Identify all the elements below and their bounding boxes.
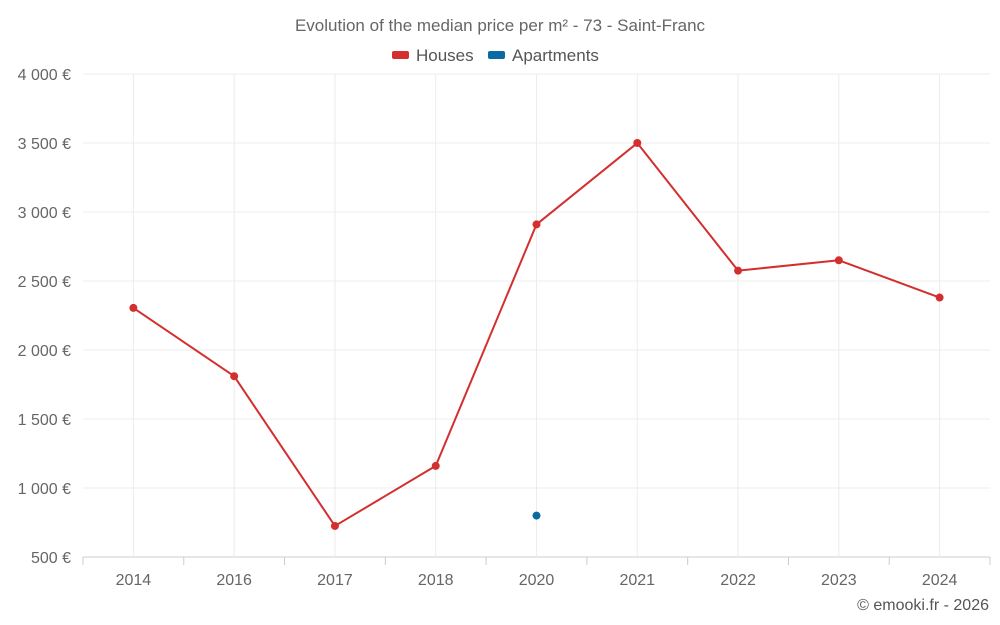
x-tick-label: 2022 xyxy=(720,572,756,589)
data-point-houses[interactable] xyxy=(734,266,743,275)
series-apartments xyxy=(532,511,541,520)
y-tick-label: 1 500 € xyxy=(18,412,71,429)
x-tick-label: 2016 xyxy=(216,572,252,589)
data-point-apartments[interactable] xyxy=(532,511,541,520)
data-point-houses[interactable] xyxy=(230,372,239,381)
y-tick-label: 4 000 € xyxy=(18,67,71,84)
legend-label-houses: Houses xyxy=(416,46,474,65)
y-tick-label: 3 500 € xyxy=(18,136,71,153)
x-tick-label: 2021 xyxy=(619,572,655,589)
x-tick-label: 2017 xyxy=(317,572,353,589)
x-tick-label: 2020 xyxy=(519,572,555,589)
y-tick-label: 1 000 € xyxy=(18,481,71,498)
y-tick-label: 3 000 € xyxy=(18,205,71,222)
data-point-houses[interactable] xyxy=(935,293,944,302)
series-layer xyxy=(129,139,944,530)
x-tick-label: 2024 xyxy=(922,572,958,589)
data-point-houses[interactable] xyxy=(330,521,339,530)
grid xyxy=(82,73,991,565)
legend-label-apartments: Apartments xyxy=(512,46,599,65)
legend-item-apartments[interactable]: Apartments xyxy=(488,46,599,65)
data-point-houses[interactable] xyxy=(532,220,541,229)
x-axis-ticks: 2014 2016 2017 2018 2020 2021 2022 2023 2024 xyxy=(116,572,958,589)
data-point-houses[interactable] xyxy=(633,139,642,147)
series-houses xyxy=(129,139,944,530)
x-tick-label: 2014 xyxy=(116,572,152,589)
data-point-houses[interactable] xyxy=(431,461,440,470)
x-tick-label: 2023 xyxy=(821,572,857,589)
y-axis-ticks: 500 € 1 000 € 1 500 € 2 000 € 2 500 € 3 000 €… xyxy=(18,67,71,567)
y-tick-label: 2 000 € xyxy=(18,343,71,360)
legend-swatch-houses xyxy=(392,51,409,59)
y-tick-label: 500 € xyxy=(31,550,71,567)
credit-label: © emooki.fr - 2026 xyxy=(857,597,989,614)
legend-swatch-apartments xyxy=(488,51,505,59)
y-tick-label: 2 500 € xyxy=(18,274,71,291)
data-point-houses[interactable] xyxy=(129,303,138,312)
legend: Houses Apartments xyxy=(392,46,599,65)
legend-item-houses[interactable]: Houses xyxy=(392,46,474,65)
data-point-houses[interactable] xyxy=(834,256,843,265)
x-tick-label: 2018 xyxy=(418,572,454,589)
chart-title: Evolution of the median price per m² - 7… xyxy=(295,16,706,35)
